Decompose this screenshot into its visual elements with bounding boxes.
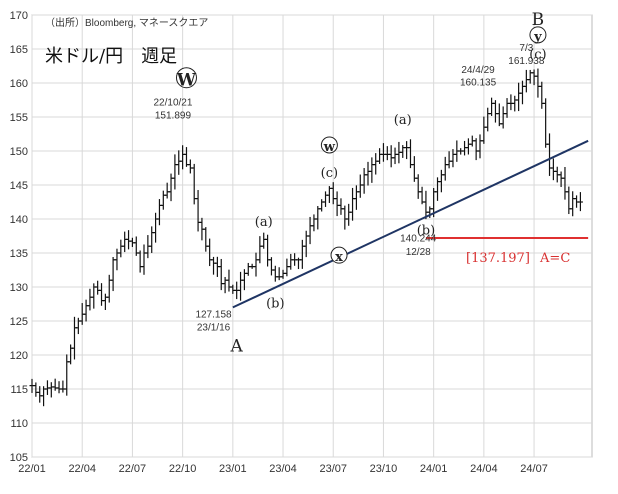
wave-circle: [529, 26, 547, 44]
price-annotation: 140.244: [400, 233, 437, 244]
y-tick-label: 150: [10, 146, 28, 158]
y-tick-label: 140: [10, 214, 28, 226]
y-tick-label: 110: [10, 418, 28, 430]
annotations: 22/10/21 151.899 W 127.158 23/1/16 A (a) (b) w (c…: [153, 10, 546, 356]
y-tick-label: 170: [10, 10, 28, 22]
target-equation: A=C: [539, 251, 570, 266]
wave-label: (c): [321, 166, 338, 181]
price-bars: [29, 68, 583, 407]
y-tick-label: 125: [10, 316, 28, 328]
wave-label: (b): [417, 224, 435, 239]
price-annotation: 12/28: [406, 247, 431, 258]
price-annotation: 151.899: [155, 110, 192, 121]
x-tick-label: 24/01: [420, 463, 448, 475]
x-tick-label: 23/04: [269, 463, 297, 475]
y-axis: 105 110 115 120 125 130 135 140 145 150 155 160 165 1…: [10, 10, 28, 464]
y-tick-label: 115: [10, 384, 28, 396]
y-tick-label: 105: [10, 452, 28, 464]
trendline: [232, 139, 589, 309]
x-tick-label: 23/07: [319, 463, 347, 475]
y-tick-label: 120: [10, 350, 28, 362]
y-tick-label: 145: [10, 180, 28, 192]
wave-label: W: [176, 71, 197, 91]
wave-label: (a): [255, 215, 273, 230]
wave-label: A: [230, 337, 244, 357]
wave-circle: [175, 67, 197, 89]
y-tick-label: 130: [10, 282, 28, 294]
x-tick-label: 23/10: [370, 463, 398, 475]
ohlc-bar: [577, 192, 583, 212]
y-tick-label: 160: [10, 78, 28, 90]
wave-label: w: [323, 140, 336, 155]
wave-label: (c): [529, 48, 546, 63]
wave-circle: [320, 136, 338, 154]
price-annotation: 24/4/29: [461, 65, 495, 76]
price-annotation: 22/10/21: [153, 97, 192, 108]
price-annotation: 160.135: [460, 78, 497, 89]
chart-title: 米ドル/円 週足: [45, 46, 177, 67]
price-annotation: 127.158: [195, 310, 232, 321]
x-tick-label: 22/04: [68, 463, 96, 475]
wave-label: y: [533, 30, 542, 45]
x-tick-label: 24/07: [520, 463, 548, 475]
x-tick-label: 24/04: [470, 463, 498, 475]
x-tick-label: 23/01: [219, 463, 247, 475]
x-tick-label: 22/07: [119, 463, 147, 475]
y-tick-label: 135: [10, 248, 28, 260]
price-annotation: 161.938: [508, 56, 545, 67]
source-note: （出所）Bloomberg, マネースクエア: [45, 16, 208, 29]
x-axis: 22/01 22/04 22/07 22/10 23/01 23/04 23/07 23/10…: [18, 463, 548, 475]
wave-label: (b): [266, 296, 284, 311]
y-tick-label: 155: [10, 112, 28, 124]
y-tick-label: 165: [10, 44, 28, 56]
wave-label: B: [532, 10, 545, 30]
wave-label: (a): [394, 113, 412, 128]
x-tick-label: 22/10: [169, 463, 197, 475]
wave-circle: [330, 246, 348, 264]
wave-label: x: [335, 250, 343, 265]
x-tick-label: 22/01: [18, 463, 46, 475]
target-price: [137.197]: [466, 251, 530, 266]
price-annotation: 7/3: [519, 43, 533, 54]
price-annotation: 23/1/16: [197, 323, 231, 334]
target-label: [137.197] A=C: [466, 251, 570, 266]
analysis-lines: [232, 139, 589, 309]
